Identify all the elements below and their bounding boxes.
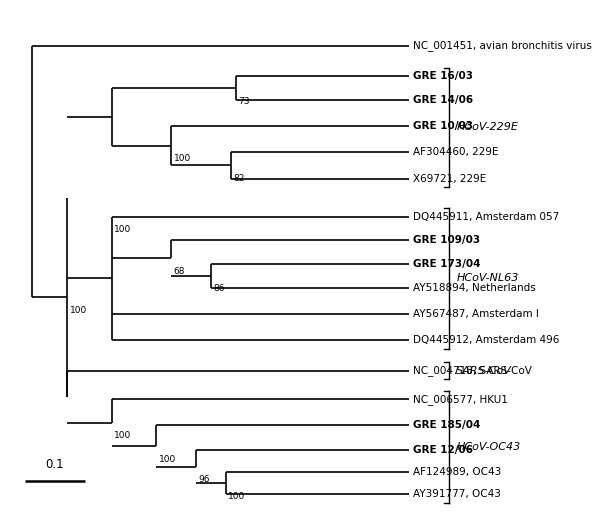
Text: 100: 100 [174,154,191,163]
Text: SARS-CoV: SARS-CoV [456,366,512,376]
Text: AY391777, OC43: AY391777, OC43 [413,489,501,499]
Text: 82: 82 [233,174,245,183]
Text: AF124989, OC43: AF124989, OC43 [413,467,502,477]
Text: GRE 12/06: GRE 12/06 [413,445,473,455]
Text: 100: 100 [114,225,131,234]
Text: AY518894, Netherlands: AY518894, Netherlands [413,283,536,293]
Text: GRE 10/03: GRE 10/03 [413,121,473,131]
Text: AY567487, Amsterdam I: AY567487, Amsterdam I [413,309,539,319]
Text: 96: 96 [199,475,210,484]
Text: HCoV-229E: HCoV-229E [456,122,518,133]
Text: NC_006577, HKU1: NC_006577, HKU1 [413,394,508,405]
Text: 86: 86 [214,285,225,294]
Text: NC_001451, avian bronchitis virus: NC_001451, avian bronchitis virus [413,40,592,51]
Text: GRE 109/03: GRE 109/03 [413,235,480,245]
Text: 73: 73 [238,97,250,106]
Text: 100: 100 [159,455,176,464]
Text: GRE 185/04: GRE 185/04 [413,420,481,430]
Text: 68: 68 [174,267,185,276]
Text: GRE 173/04: GRE 173/04 [413,259,481,269]
Text: 100: 100 [70,306,87,315]
Text: 0.1: 0.1 [46,458,64,470]
Text: DQ445912, Amsterdam 496: DQ445912, Amsterdam 496 [413,335,559,345]
Text: GRE 14/06: GRE 14/06 [413,95,473,105]
Text: AF304460, 229E: AF304460, 229E [413,147,499,157]
Text: 100: 100 [114,431,131,440]
Text: X69721, 229E: X69721, 229E [413,174,487,184]
Text: 100: 100 [228,492,245,501]
Text: GRE 16/03: GRE 16/03 [413,71,473,81]
Text: HCoV-OC43: HCoV-OC43 [456,442,520,452]
Text: HCoV-NL63: HCoV-NL63 [456,274,518,283]
Text: NC_004718, SARS-CoV: NC_004718, SARS-CoV [413,365,532,376]
Text: DQ445911, Amsterdam 057: DQ445911, Amsterdam 057 [413,212,559,222]
